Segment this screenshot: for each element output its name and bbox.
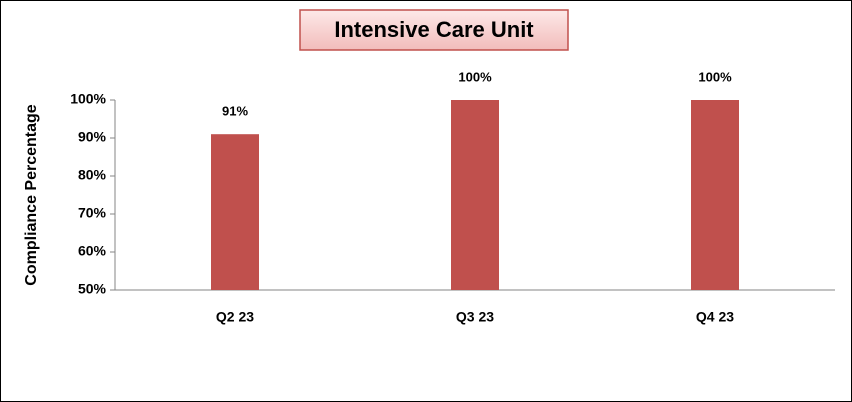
bar bbox=[451, 100, 499, 290]
y-tick-label: 100% bbox=[70, 91, 106, 107]
y-tick-label: 50% bbox=[78, 281, 107, 297]
y-axis-label: Compliance Percentage bbox=[23, 104, 40, 286]
chart-title: Intensive Care Unit bbox=[334, 17, 534, 42]
value-label: 91% bbox=[222, 104, 248, 119]
x-tick-label: Q2 23 bbox=[216, 309, 254, 325]
y-tick-label: 60% bbox=[78, 243, 107, 259]
x-tick-label: Q4 23 bbox=[696, 309, 734, 325]
bar bbox=[211, 134, 259, 290]
bar bbox=[691, 100, 739, 290]
x-tick-label: Q3 23 bbox=[456, 309, 494, 325]
value-label: 100% bbox=[698, 69, 732, 84]
y-tick-label: 80% bbox=[78, 167, 107, 183]
y-tick-label: 70% bbox=[78, 205, 107, 221]
value-label: 100% bbox=[458, 69, 492, 84]
title-box bbox=[299, 9, 569, 51]
y-tick-label: 90% bbox=[78, 129, 107, 145]
